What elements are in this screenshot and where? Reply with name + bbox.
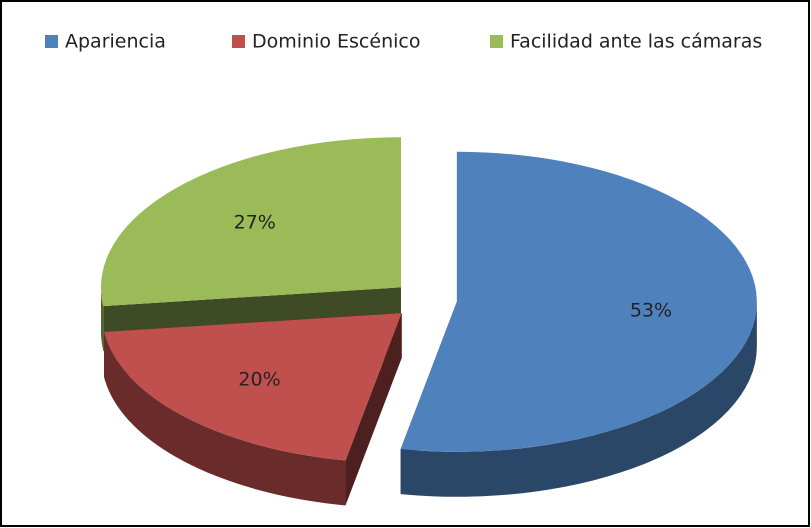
- slice-wall: [100, 287, 104, 352]
- legend-label: Dominio Escénico: [252, 31, 420, 53]
- slice-wall: [400, 301, 757, 497]
- slice: [400, 151, 757, 452]
- slice-group: 20%: [104, 313, 402, 506]
- slice-group: 53%: [400, 151, 757, 497]
- slice: [100, 137, 401, 307]
- legend-label: Facilidad ante las cámaras: [510, 31, 762, 53]
- legend-swatch: [490, 35, 503, 48]
- slice: [104, 313, 402, 461]
- data-label: 27%: [234, 211, 276, 233]
- data-label: 20%: [238, 368, 280, 390]
- legend-swatch: [45, 35, 58, 48]
- legend-label: Apariencia: [65, 31, 166, 53]
- legend-swatch: [232, 35, 245, 48]
- slice-side: [345, 313, 402, 506]
- slice-wall: [104, 331, 346, 506]
- data-label: 53%: [630, 299, 672, 321]
